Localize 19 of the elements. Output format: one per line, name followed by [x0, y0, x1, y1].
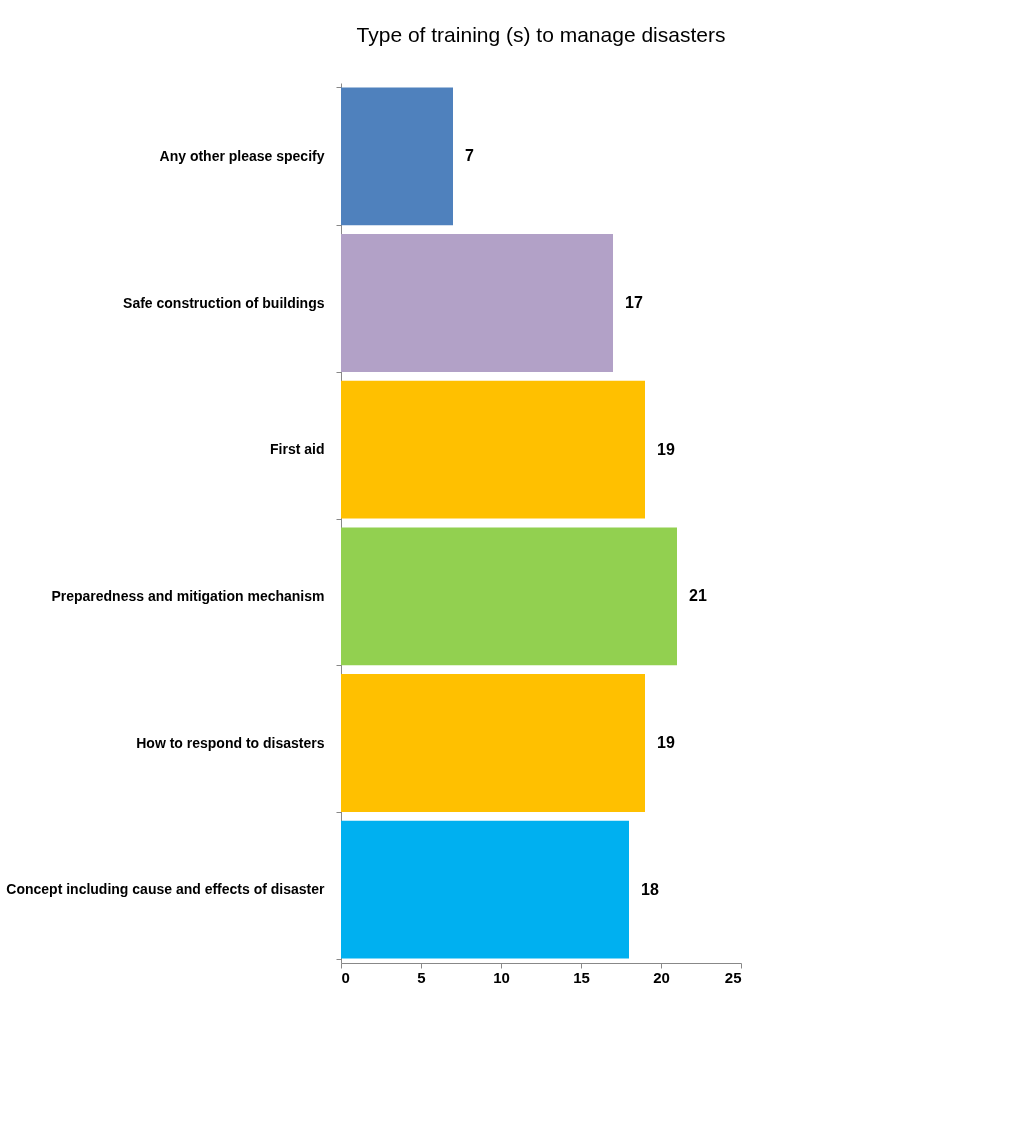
y-tick-label: Safe construction of buildings	[123, 294, 325, 311]
x-tick-label: 0	[341, 968, 350, 986]
y-tick-label: Preparedness and mitigation mechanism	[51, 587, 325, 604]
x-tick-label: 15	[573, 968, 590, 986]
data-label: 7	[465, 147, 474, 165]
data-label: 19	[657, 734, 675, 751]
data-label: 18	[641, 880, 659, 898]
x-tick-label: 10	[493, 968, 510, 986]
data-label: 21	[689, 587, 707, 605]
y-tick-label: How to respond to disasters	[136, 734, 325, 751]
x-tick-label: 25	[724, 968, 742, 986]
y-tick-label: First aid	[270, 441, 325, 458]
data-label: 19	[657, 440, 675, 458]
x-tick-label: 5	[417, 968, 426, 986]
x-tick-label: 20	[653, 968, 670, 986]
y-tick-label: Concept including cause and effects of disaster	[6, 881, 326, 898]
data-label: 17	[625, 294, 643, 311]
y-tick-label: Any other please specify	[159, 147, 325, 164]
chart-title: Type of training (s) to manage disasters	[356, 23, 726, 46]
